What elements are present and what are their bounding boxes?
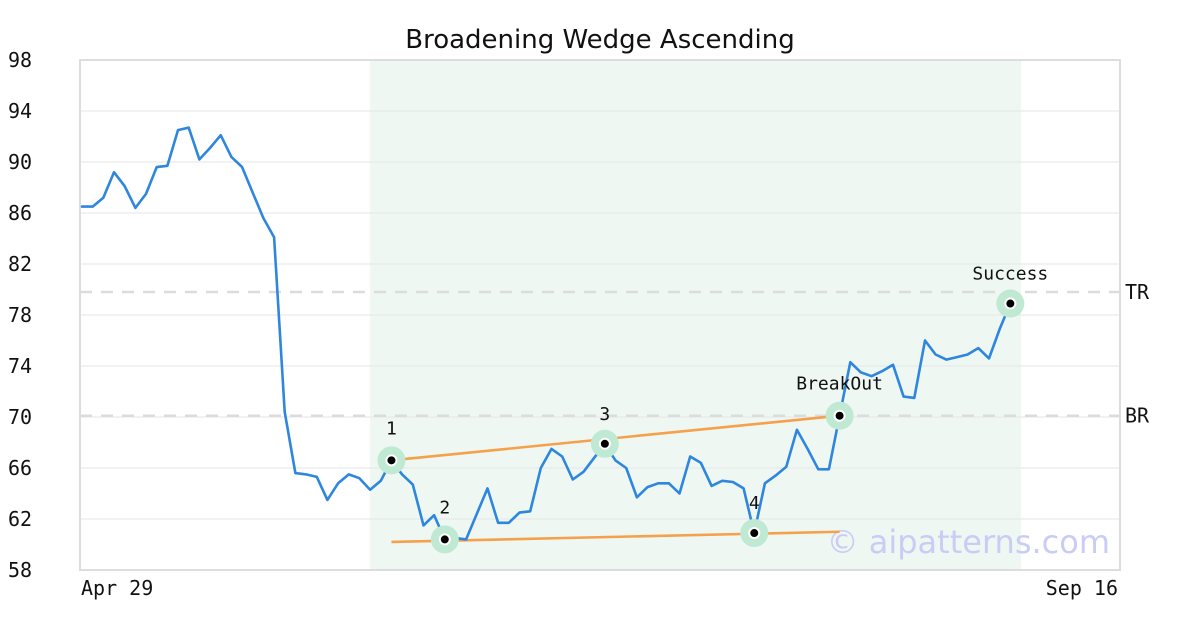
point-label: 1 bbox=[386, 418, 397, 439]
point-marker bbox=[598, 437, 611, 450]
reference-label: BR bbox=[1125, 404, 1150, 428]
y-tick-label: 94 bbox=[8, 99, 32, 123]
point-label: 3 bbox=[599, 404, 610, 425]
y-tick-label: 82 bbox=[8, 252, 32, 276]
watermark: © aipatterns.com bbox=[827, 523, 1110, 561]
y-tick-label: 98 bbox=[8, 48, 32, 72]
point-marker bbox=[438, 533, 451, 546]
point-marker bbox=[833, 409, 846, 422]
point-label: Success bbox=[972, 264, 1048, 285]
y-tick-label: 58 bbox=[8, 558, 32, 582]
plot-frame bbox=[79, 59, 1121, 571]
x-axis-ticks: Apr 29 Sep 16 bbox=[81, 576, 1118, 600]
x-tick-label: Sep 16 bbox=[1046, 576, 1118, 600]
point-marker bbox=[1004, 297, 1017, 310]
y-tick-label: 62 bbox=[8, 507, 32, 531]
x-tick-label: Apr 29 bbox=[81, 576, 153, 600]
y-tick-label: 66 bbox=[8, 456, 32, 480]
reference-label: TR bbox=[1125, 280, 1150, 304]
point-label: 4 bbox=[749, 493, 760, 514]
reference-lines: TR BR bbox=[80, 280, 1150, 428]
point-marker bbox=[385, 454, 398, 467]
y-tick-label: 74 bbox=[8, 354, 32, 378]
y-tick-label: 70 bbox=[8, 405, 32, 429]
point-label: BreakOut bbox=[796, 374, 883, 395]
point-marker bbox=[748, 527, 761, 540]
y-tick-label: 90 bbox=[8, 150, 32, 174]
y-tick-label: 86 bbox=[8, 201, 32, 225]
y-tick-label: 78 bbox=[8, 303, 32, 327]
pattern-points: 1 2 3 4 BreakOut Success bbox=[377, 264, 1048, 554]
point-label: 2 bbox=[439, 497, 450, 518]
price-line bbox=[80, 126, 1023, 541]
y-axis-ticks: 98 94 90 86 82 78 74 70 66 62 58 bbox=[8, 48, 32, 582]
chart-title: Broadening Wedge Ascending bbox=[405, 25, 795, 55]
